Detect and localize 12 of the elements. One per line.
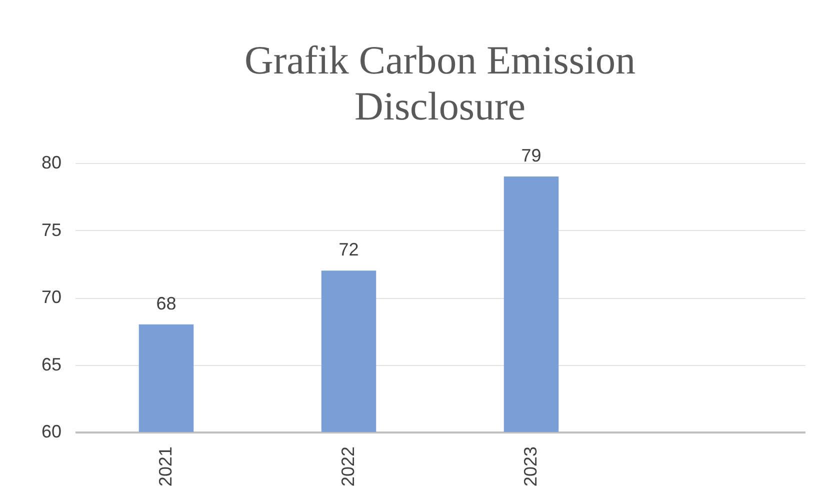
data-label: 79 xyxy=(521,145,542,166)
x-tick-label: 2021 xyxy=(155,446,176,486)
y-tick-label: 70 xyxy=(41,287,62,307)
y-tick-label: 80 xyxy=(41,152,62,172)
data-label: 68 xyxy=(156,293,176,314)
y-tick-label: 60 xyxy=(41,422,62,442)
x-tick-label: 2022 xyxy=(338,446,358,486)
chart-title: Grafik Carbon Emission Disclosure xyxy=(244,37,636,128)
x-tick-label: 2023 xyxy=(520,446,540,486)
data-label: 72 xyxy=(338,240,359,260)
y-tick-label: 75 xyxy=(41,220,62,240)
y-tick-label: 65 xyxy=(41,354,62,374)
